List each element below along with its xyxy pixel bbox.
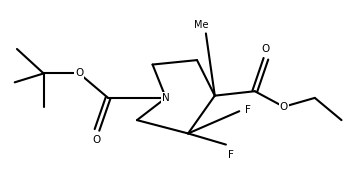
Text: O: O — [93, 135, 101, 145]
Text: F: F — [228, 150, 234, 160]
Text: Me: Me — [194, 20, 209, 30]
Text: O: O — [280, 102, 288, 112]
Text: O: O — [75, 68, 83, 78]
Text: N: N — [162, 93, 170, 103]
Text: F: F — [245, 105, 250, 115]
Text: O: O — [262, 44, 270, 54]
